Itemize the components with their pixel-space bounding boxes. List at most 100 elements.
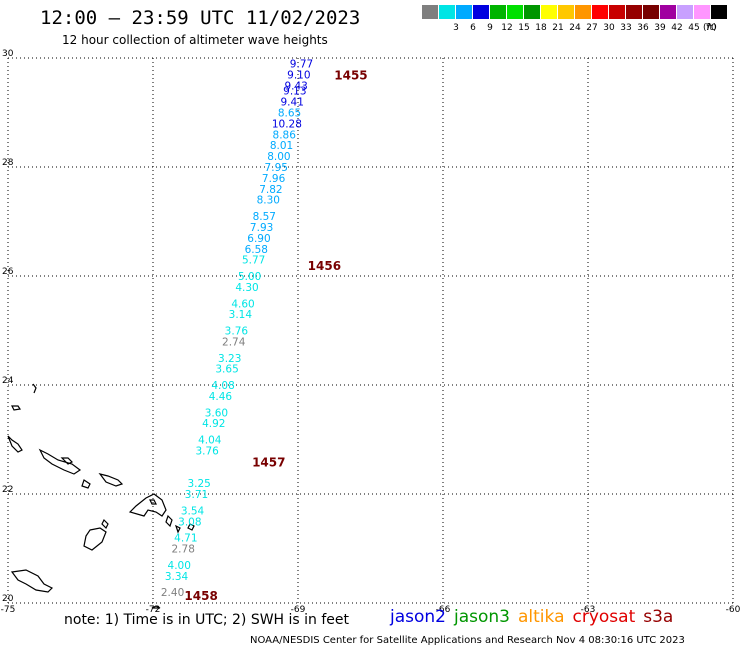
lon-tick-label: -66 — [436, 605, 451, 615]
legend-swatch — [609, 5, 625, 19]
swh-value: 8.00 — [267, 151, 290, 163]
legend-swatch — [711, 5, 727, 19]
swh-value: 7.95 — [265, 162, 288, 174]
track-time-label: 1457 — [252, 455, 285, 469]
legend-label: 45 — [688, 23, 700, 33]
swh-value: 4.04 — [198, 435, 222, 447]
legend-label: 6 — [470, 23, 476, 33]
legend-label: 9 — [487, 23, 493, 33]
mission-altika: altika — [518, 607, 565, 627]
swh-value: 5.00 — [238, 271, 261, 283]
mission-jason3: jason3 — [454, 607, 510, 627]
map-title: 12:00 — 23:59 UTC 11/02/2023 — [40, 7, 361, 29]
legend-label: 36 — [637, 23, 649, 33]
mission-cryosat: cryosat — [572, 607, 636, 627]
swh-value: 3.25 — [187, 478, 210, 490]
lat-tick-label: 28 — [2, 158, 14, 168]
swh-value: 9.13 — [283, 86, 306, 98]
legend-label: 24 — [569, 23, 581, 33]
track-time-label: 1456 — [308, 259, 341, 273]
swh-value: 4.46 — [209, 391, 233, 403]
footer-note: note: 1) Time is in UTC; 2) SWH is in fe… — [64, 612, 350, 628]
mission-jason2: jason2 — [390, 607, 446, 627]
swh-value: 3.76 — [225, 326, 249, 338]
lat-tick-label: 20 — [2, 594, 14, 604]
legend-swatch — [660, 5, 676, 19]
legend-label: 3 — [453, 23, 459, 33]
swh-value: 9.77 — [290, 58, 313, 70]
swh-value: 3.34 — [165, 571, 189, 583]
swh-value: 8.65 — [278, 108, 301, 120]
lon-tick-label: -60 — [726, 605, 740, 615]
legend-swatch — [575, 5, 591, 19]
legend-swatch — [541, 5, 557, 19]
swh-value: 6.58 — [245, 244, 268, 256]
mission-s3a: s3a — [643, 607, 674, 627]
legend-label: 27 — [586, 23, 598, 33]
legend-swatch — [694, 5, 710, 19]
legend-swatch — [507, 5, 523, 19]
legend-unit: (ft) — [703, 23, 717, 33]
lon-tick-label: -63 — [581, 605, 596, 615]
swh-value: 3.76 — [195, 445, 219, 457]
swh-value: 3.54 — [181, 505, 205, 517]
swh-value: 7.96 — [262, 173, 286, 185]
legend-label: 12 — [501, 23, 513, 33]
mission-legend: jason2 jason3 altika cryosat s3a — [390, 607, 681, 627]
legend-swatch — [490, 5, 506, 19]
track-time-label: 1458 — [184, 589, 217, 603]
lon-tick-label: -75 — [1, 605, 16, 615]
swh-value: 4.92 — [202, 418, 225, 430]
track-time-labels: 1455 1456 1457 1458 — [184, 68, 367, 602]
swh-value: 8.01 — [270, 140, 293, 152]
lon-tick-label: -69 — [291, 605, 306, 615]
swh-value: 4.71 — [174, 533, 197, 545]
legend-swatch — [558, 5, 574, 19]
swh-value: 3.14 — [229, 309, 253, 321]
swh-value: 8.57 — [253, 211, 276, 223]
swh-value: 4.00 — [168, 560, 191, 572]
swh-value: 6.90 — [247, 233, 270, 245]
wave-height-color-legend: 3 6 9 12 15 18 21 24 27 30 33 36 39 42 45 70 (ft) — [422, 5, 728, 35]
swh-value: 9.41 — [281, 97, 304, 109]
lat-tick-label: 24 — [2, 376, 14, 386]
swh-value: 7.93 — [250, 222, 273, 234]
swh-value: 2.40 — [161, 587, 184, 599]
legend-swatch — [592, 5, 608, 19]
legend-swatch — [677, 5, 693, 19]
legend-swatch — [626, 5, 642, 19]
lat-lon-grid: -75 -72 -69 -66 -63 -60 30 28 26 24 22 20 — [1, 49, 740, 615]
footer-credit: NOAA/NESDIS Center for Satellite Applica… — [250, 635, 685, 646]
lon-tick-label: -72 — [146, 605, 161, 615]
swh-value: 3.08 — [178, 516, 201, 528]
track-time-label: 1455 — [334, 68, 367, 82]
swh-value: 9.43 — [284, 80, 307, 92]
swh-value: 4.08 — [211, 380, 234, 392]
legend-swatch — [439, 5, 455, 19]
island-outline — [7, 383, 195, 609]
legend-label: 15 — [518, 23, 530, 33]
coastline-islands — [7, 383, 195, 609]
swh-value: 2.74 — [222, 336, 246, 348]
swh-value: 3.23 — [218, 353, 241, 365]
legend-swatch — [456, 5, 472, 19]
legend-swatch — [643, 5, 659, 19]
swh-value: 2.78 — [172, 544, 195, 556]
legend-label: 33 — [620, 23, 632, 33]
swh-value: 7.82 — [259, 184, 282, 196]
swh-value: 4.30 — [235, 282, 258, 294]
legend-label: 42 — [671, 23, 683, 33]
swh-value: 3.71 — [185, 489, 208, 501]
swh-value: 9.10 — [287, 69, 310, 81]
lat-tick-label: 22 — [2, 485, 13, 495]
swh-value: 3.65 — [215, 364, 238, 376]
lat-tick-label: 26 — [2, 267, 14, 277]
legend-label: 30 — [603, 23, 615, 33]
swh-observations: 9.779.109.439.139.418.6510.288.868.018.0… — [161, 58, 313, 599]
legend-label: 21 — [552, 23, 564, 33]
map-subtitle: 12 hour collection of altimeter wave hei… — [62, 33, 328, 47]
lat-tick-label: 30 — [2, 49, 14, 59]
swh-value: 5.77 — [242, 255, 265, 267]
legend-swatch — [422, 5, 438, 19]
